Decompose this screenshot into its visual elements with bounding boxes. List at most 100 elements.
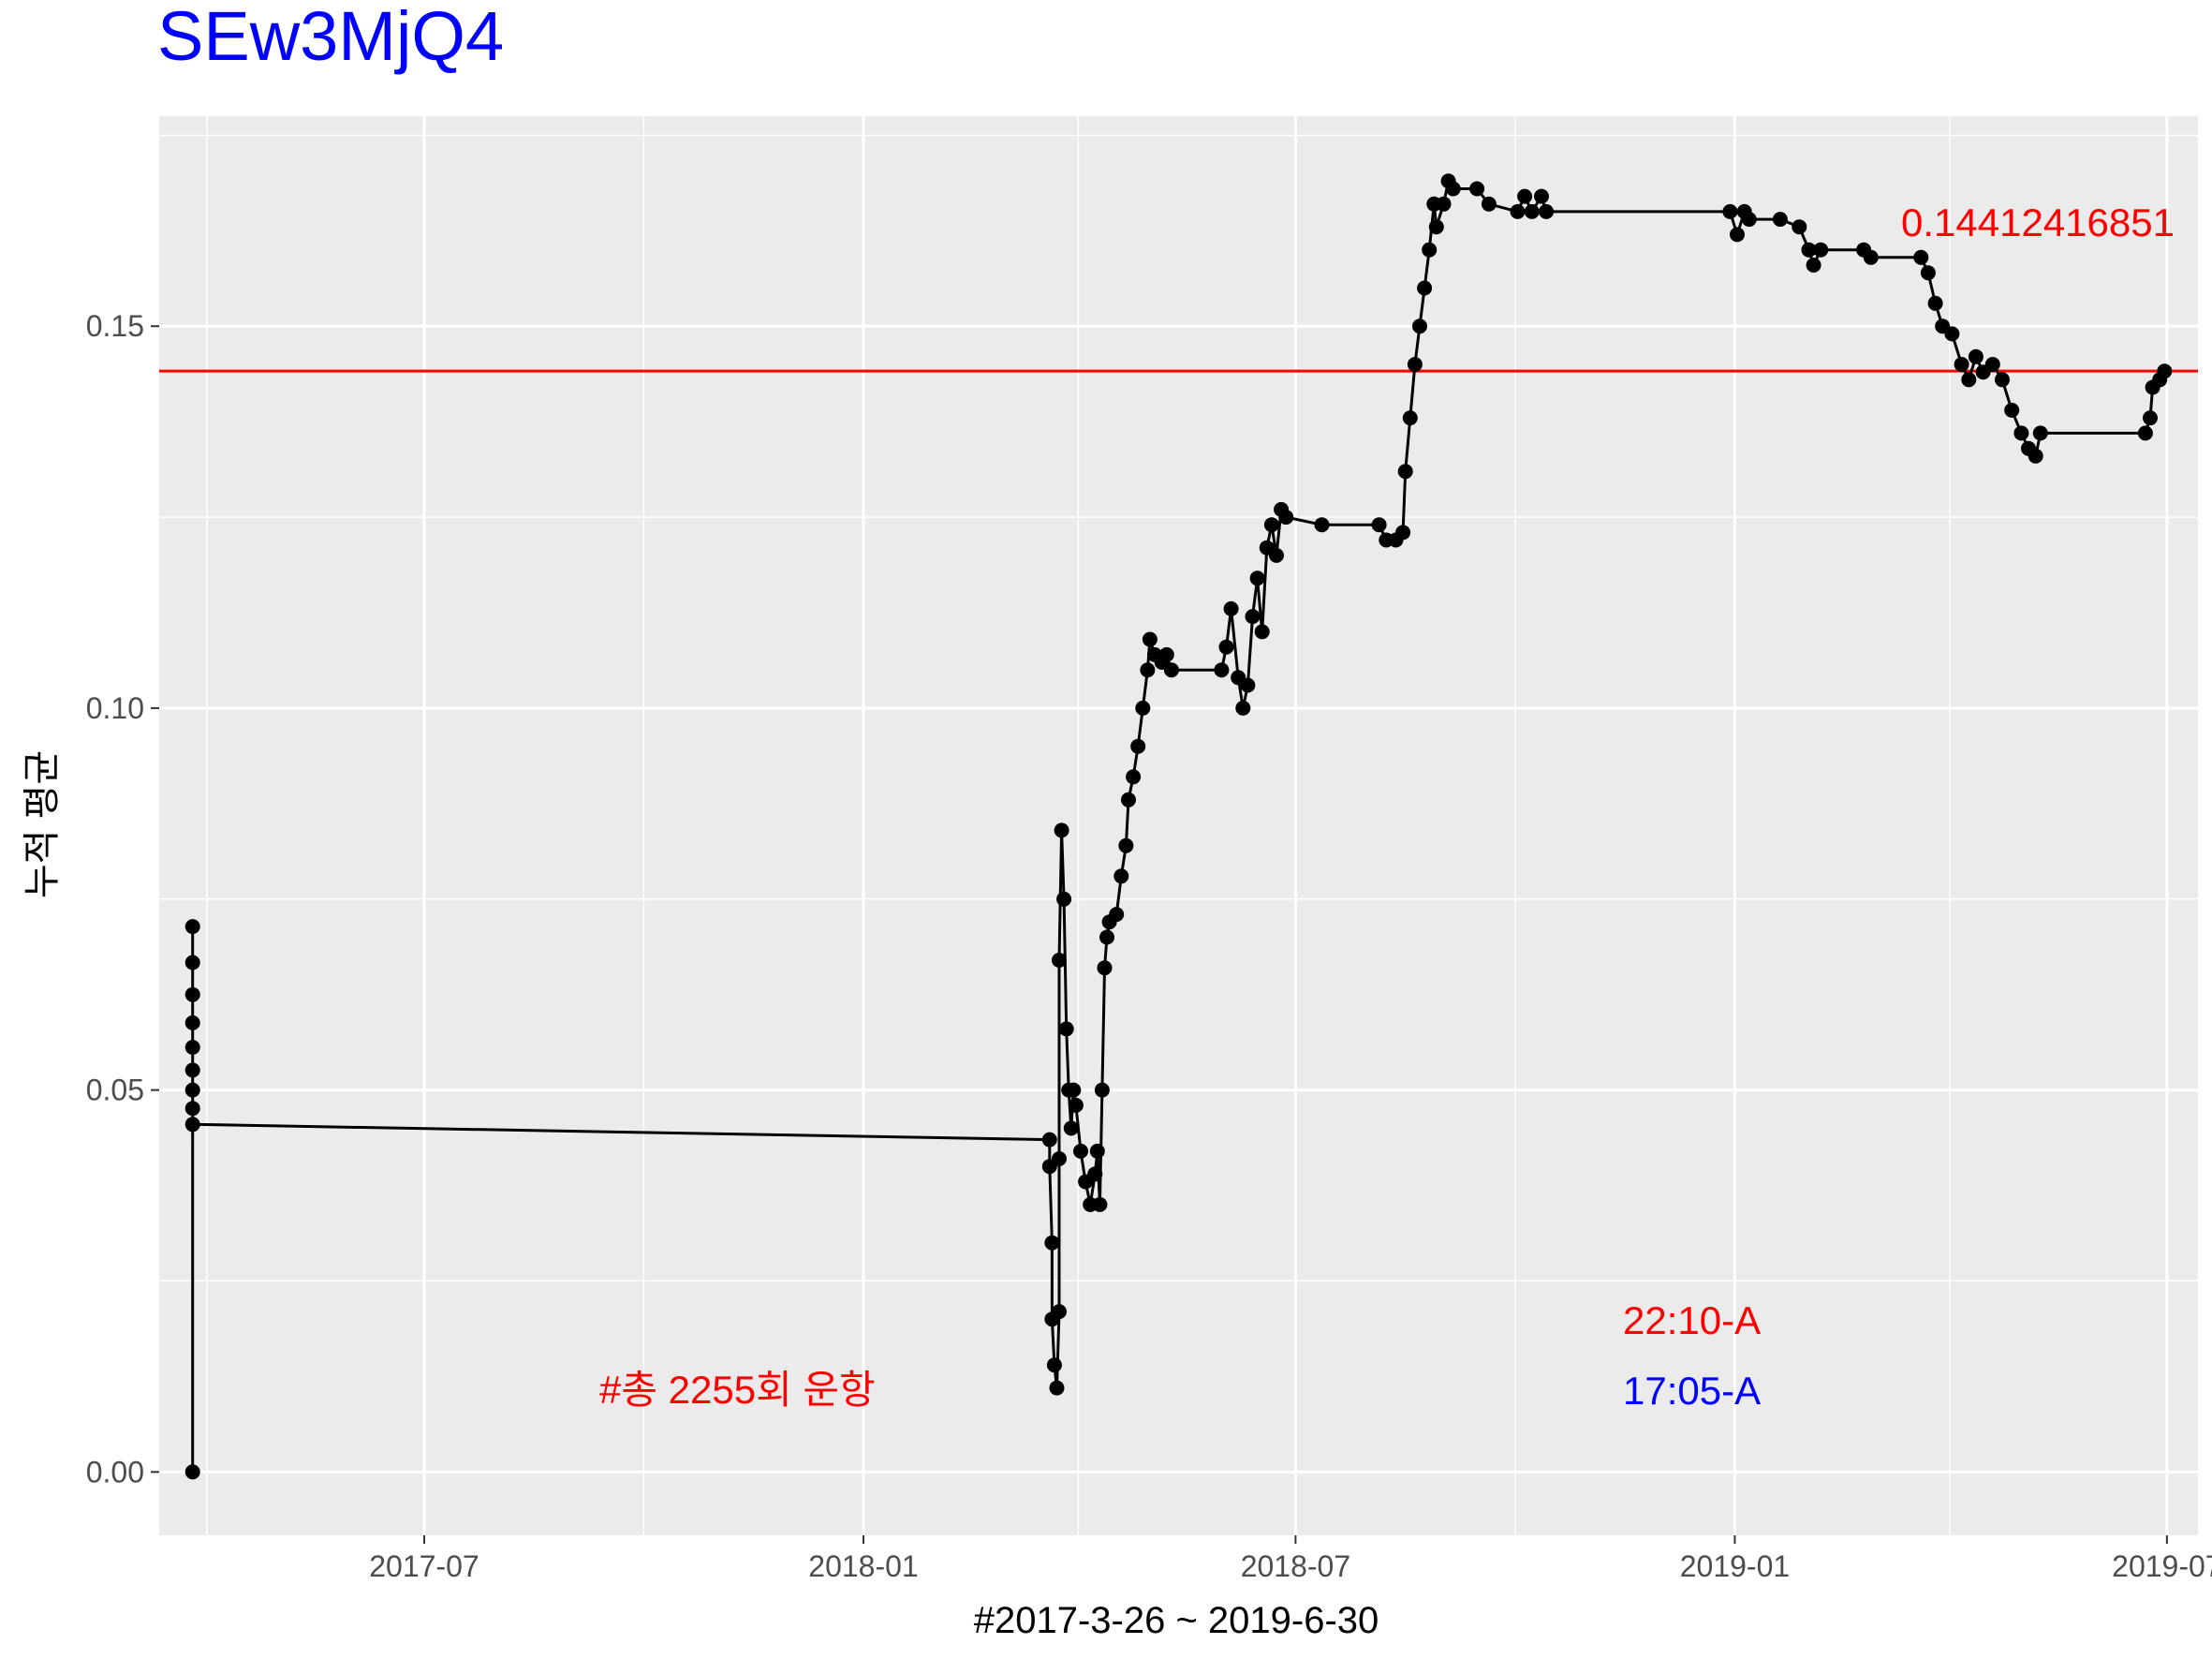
data-point-43 — [1140, 662, 1156, 678]
data-point-23 — [1063, 1120, 1079, 1136]
data-point-36 — [1109, 907, 1125, 923]
x-tick-label-0: 2017-07 — [369, 1549, 479, 1583]
series-line — [191, 177, 2166, 1473]
reference-line-label: 0.14412416851 — [1901, 200, 2175, 244]
x-tick-label-2: 2018-07 — [1241, 1549, 1350, 1583]
data-point-97 — [1913, 249, 1929, 265]
x-tick-label-3: 2019-01 — [1680, 1549, 1790, 1583]
y-axis: 0.00 0.05 0.10 0.15 — [86, 309, 159, 1489]
data-point-44 — [1142, 631, 1158, 647]
data-point-94 — [1813, 242, 1829, 258]
data-point-92 — [1801, 242, 1817, 258]
data-point-10 — [1041, 1132, 1057, 1148]
data-point-71 — [1412, 318, 1427, 334]
data-point-112 — [2032, 425, 2048, 441]
data-point-26 — [1073, 1143, 1088, 1159]
data-point-2 — [184, 955, 200, 970]
plot-panel — [159, 116, 2198, 1535]
data-point-31 — [1092, 1196, 1108, 1212]
annotation-time-red: 22:10-A — [1623, 1298, 1761, 1342]
data-point-41 — [1130, 738, 1146, 754]
data-point-9 — [184, 1117, 200, 1133]
data-point-84 — [1534, 188, 1549, 204]
data-point-72 — [1417, 280, 1433, 296]
data-point-39 — [1121, 792, 1136, 807]
data-point-67 — [1395, 525, 1411, 541]
data-point-48 — [1163, 662, 1179, 678]
data-point-80 — [1481, 196, 1497, 212]
data-point-37 — [1113, 868, 1129, 884]
data-point-0 — [184, 1464, 200, 1480]
data-point-87 — [1730, 227, 1745, 243]
data-point-60 — [1269, 547, 1284, 563]
data-point-85 — [1539, 203, 1555, 219]
data-point-15 — [1049, 1380, 1065, 1396]
data-point-12 — [1044, 1235, 1060, 1251]
data-point-47 — [1158, 646, 1174, 662]
y-axis-title: 누적 평균 — [22, 750, 63, 898]
data-point-79 — [1469, 181, 1485, 197]
data-point-7 — [184, 1082, 200, 1098]
data-point-57 — [1254, 624, 1270, 640]
data-point-98 — [1920, 265, 1936, 281]
data-point-51 — [1223, 600, 1239, 616]
chart-title: SEw3MjQ4 — [157, 0, 504, 75]
data-point-40 — [1126, 769, 1142, 785]
y-tick-label-0: 0.00 — [86, 1455, 144, 1489]
data-point-103 — [1961, 372, 1977, 388]
data-point-54 — [1240, 677, 1256, 693]
series-points — [184, 173, 2173, 1480]
data-point-64 — [1371, 517, 1387, 533]
grid-major — [159, 116, 2198, 1535]
data-point-78 — [1445, 181, 1461, 197]
data-point-50 — [1218, 639, 1234, 655]
data-point-5 — [184, 1040, 200, 1055]
data-point-62 — [1278, 510, 1294, 526]
data-point-8 — [184, 1101, 200, 1117]
data-point-73 — [1422, 242, 1438, 258]
data-point-19 — [1054, 822, 1069, 838]
annotation-time-blue: 17:05-A — [1623, 1369, 1761, 1413]
data-point-106 — [1984, 357, 2000, 372]
data-point-3 — [184, 986, 200, 1002]
data-point-114 — [2143, 410, 2158, 426]
data-point-109 — [2013, 425, 2029, 441]
data-point-20 — [1056, 891, 1072, 907]
data-point-104 — [1968, 348, 1983, 364]
x-tick-label-1: 2018-01 — [808, 1549, 918, 1583]
data-point-108 — [2004, 402, 2020, 418]
data-point-81 — [1510, 203, 1526, 219]
data-point-96 — [1863, 249, 1879, 265]
data-point-86 — [1722, 203, 1738, 219]
data-point-17 — [1052, 1151, 1067, 1166]
data-point-91 — [1792, 219, 1807, 235]
data-point-6 — [184, 1062, 200, 1078]
data-point-24 — [1066, 1082, 1082, 1098]
x-tick-label-4: 2019-07 — [2112, 1549, 2212, 1583]
data-point-18 — [1052, 953, 1067, 968]
y-tick-label-2: 0.10 — [86, 691, 144, 725]
data-point-14 — [1046, 1357, 1062, 1373]
data-point-70 — [1407, 357, 1423, 372]
data-point-30 — [1089, 1143, 1105, 1159]
data-point-83 — [1524, 203, 1540, 219]
x-axis-title: #2017-3-26 ~ 2019-6-30 — [974, 1600, 1379, 1641]
data-point-56 — [1249, 570, 1265, 586]
data-point-1 — [184, 919, 200, 935]
annotation-total-flights: #총 2255회 운항 — [599, 1368, 876, 1412]
data-point-49 — [1214, 662, 1230, 678]
data-point-93 — [1806, 258, 1821, 273]
data-point-38 — [1118, 837, 1134, 853]
y-tick-label-1: 0.05 — [86, 1074, 144, 1107]
data-point-102 — [1954, 357, 1969, 372]
data-point-29 — [1087, 1166, 1103, 1182]
data-point-16 — [1052, 1304, 1067, 1320]
data-point-42 — [1135, 700, 1151, 716]
data-point-63 — [1314, 517, 1330, 533]
data-point-25 — [1068, 1097, 1084, 1113]
data-point-21 — [1058, 1021, 1074, 1037]
data-point-59 — [1263, 517, 1279, 533]
data-point-113 — [2137, 425, 2153, 441]
data-point-34 — [1099, 929, 1114, 945]
